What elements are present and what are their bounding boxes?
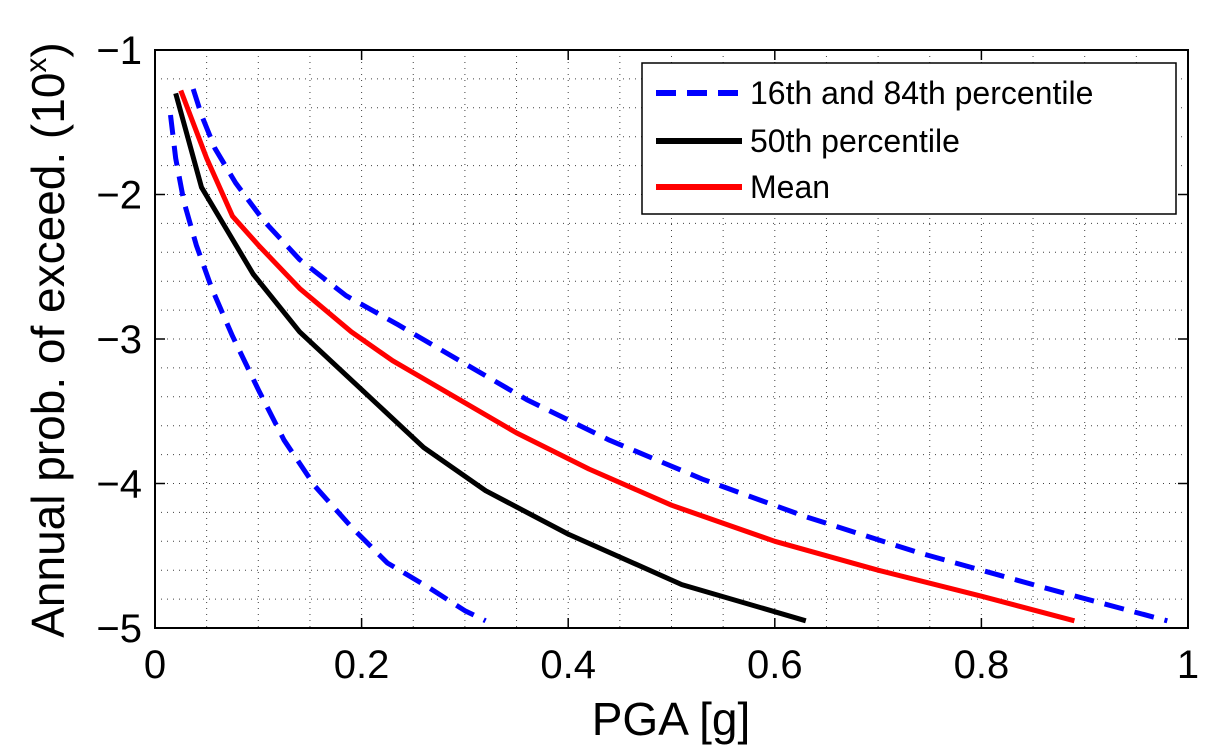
x-tick-label: 0 <box>144 643 166 687</box>
y-tick-label: −2 <box>96 174 142 218</box>
y-axis-label-close: ) <box>22 42 74 57</box>
series-layer <box>168 88 1168 624</box>
ticks <box>154 49 1189 629</box>
y-tick-label: −5 <box>96 607 142 651</box>
series-line-3 <box>178 89 1076 624</box>
x-tick-label: 0.4 <box>540 643 596 687</box>
x-tick-label: 0.6 <box>747 643 803 687</box>
legend-label-median: 50th percentile <box>750 123 960 159</box>
legend-label-mean: Mean <box>750 169 830 205</box>
y-axis-label-exponent: x <box>20 58 53 73</box>
legend: 16th and 84th percentile 50th percentile… <box>641 62 1177 215</box>
series-line-2 <box>173 92 807 624</box>
series-line-1 <box>168 114 487 624</box>
y-tick-label: −3 <box>96 318 142 362</box>
y-axis-label-text: Annual prob. of exceed. (10 <box>22 73 74 638</box>
y-tick-label: −1 <box>96 29 142 73</box>
x-tick-label: 1 <box>1177 643 1199 687</box>
tick-labels: 0 0.2 0.4 0.6 0.8 1 −5 −4 −3 −2 −1 <box>96 29 1199 687</box>
series-line-0 <box>190 88 1168 624</box>
legend-label-percentiles: 16th and 84th percentile <box>750 75 1093 111</box>
x-tick-label: 0.2 <box>334 643 390 687</box>
y-axis-label-group: Annual prob. of exceed. (10x) <box>20 42 74 638</box>
y-axis-label: Annual prob. of exceed. (10x) <box>20 42 74 638</box>
x-axis-label: PGA [g] <box>592 693 751 745</box>
y-tick-label: −4 <box>96 463 142 507</box>
x-tick-label: 0.8 <box>954 643 1010 687</box>
